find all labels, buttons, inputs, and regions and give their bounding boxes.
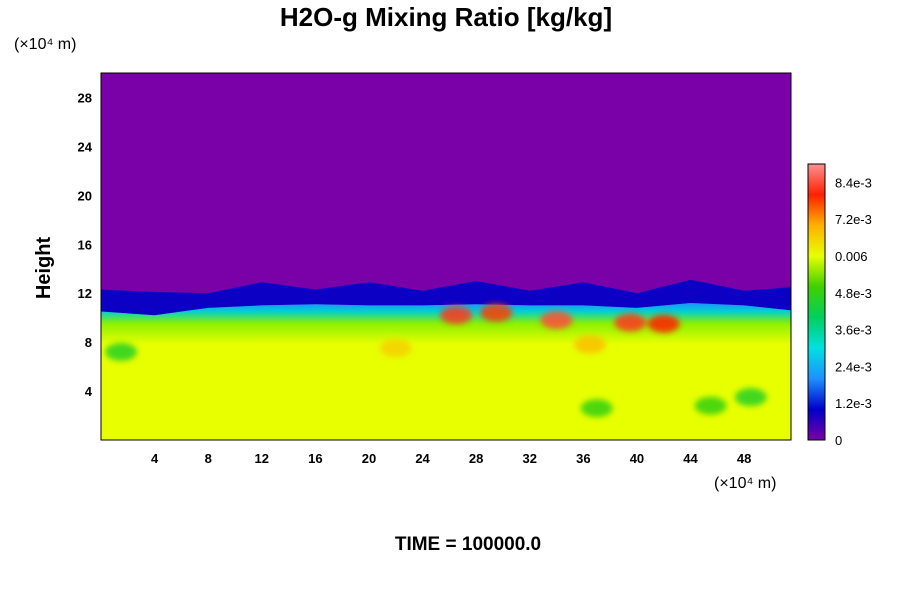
colorbar-tick-label: 2.4e-3 xyxy=(835,359,872,374)
colorbar-ticks: 0 1.2e-3 2.4e-3 3.6e-3 4.8e-3 0.006 7.2e-3 8.4e… xyxy=(835,175,872,448)
y-tick-label: 8 xyxy=(85,335,92,350)
colorbar-tick-label: 3.6e-3 xyxy=(835,323,872,338)
colorbar-tick-label: 0 xyxy=(835,433,842,448)
colorbar xyxy=(807,163,826,441)
x-tick-label: 36 xyxy=(576,451,590,466)
x-tick-label: 12 xyxy=(255,451,269,466)
x-tick-label: 44 xyxy=(683,451,698,466)
moisture-patch xyxy=(105,342,138,361)
colorbar-tick-label: 4.8e-3 xyxy=(835,286,872,301)
x-tick-label: 16 xyxy=(308,451,322,466)
y-axis-label: Height xyxy=(33,237,55,300)
moisture-patch xyxy=(580,399,613,418)
moisture-patch xyxy=(614,313,647,332)
x-tick-label: 32 xyxy=(523,451,537,466)
time-label: TIME = 100000.0 xyxy=(395,534,541,555)
y-unit-label: (×10⁴ m) xyxy=(14,36,76,53)
y-tick-label: 4 xyxy=(85,384,93,399)
colorbar-tick-label: 8.4e-3 xyxy=(835,175,872,190)
colorbar-tick-label: 1.2e-3 xyxy=(835,396,872,411)
y-tick-label: 20 xyxy=(78,188,92,203)
y-ticks: 4 8 12 16 20 24 28 xyxy=(78,90,93,399)
colorbar-tick-label: 0.006 xyxy=(835,249,868,264)
moisture-patch xyxy=(574,335,607,354)
moist-layer-blue-band xyxy=(101,279,791,316)
moisture-patch xyxy=(734,388,767,407)
moisture-patch xyxy=(694,396,727,415)
x-unit-label: (×10⁴ m) xyxy=(714,475,776,492)
moisture-patch xyxy=(440,306,473,325)
colorbar-tick-label: 7.2e-3 xyxy=(835,212,872,227)
y-tick-label: 12 xyxy=(78,286,92,301)
x-tick-label: 20 xyxy=(362,451,376,466)
x-ticks: 4 8 12 16 20 24 28 32 36 40 44 48 xyxy=(151,451,751,466)
x-tick-label: 28 xyxy=(469,451,483,466)
moisture-patch xyxy=(480,303,513,322)
x-tick-label: 4 xyxy=(151,451,159,466)
moisture-patch xyxy=(540,311,573,330)
x-tick-label: 8 xyxy=(205,451,212,466)
moisture-patch xyxy=(647,314,680,333)
plot-frame xyxy=(100,72,792,441)
moist-layer xyxy=(101,302,791,440)
x-tick-label: 48 xyxy=(737,451,751,466)
plot-area xyxy=(101,73,791,440)
moisture-patch xyxy=(379,339,412,358)
x-tick-label: 40 xyxy=(630,451,644,466)
x-tick-label: 24 xyxy=(415,451,430,466)
y-tick-label: 16 xyxy=(78,237,92,252)
y-tick-label: 24 xyxy=(78,139,93,154)
moisture-patches xyxy=(105,303,767,418)
chart-title: H2O-g Mixing Ratio [kg/kg] xyxy=(280,2,612,32)
y-tick-label: 28 xyxy=(78,90,92,105)
